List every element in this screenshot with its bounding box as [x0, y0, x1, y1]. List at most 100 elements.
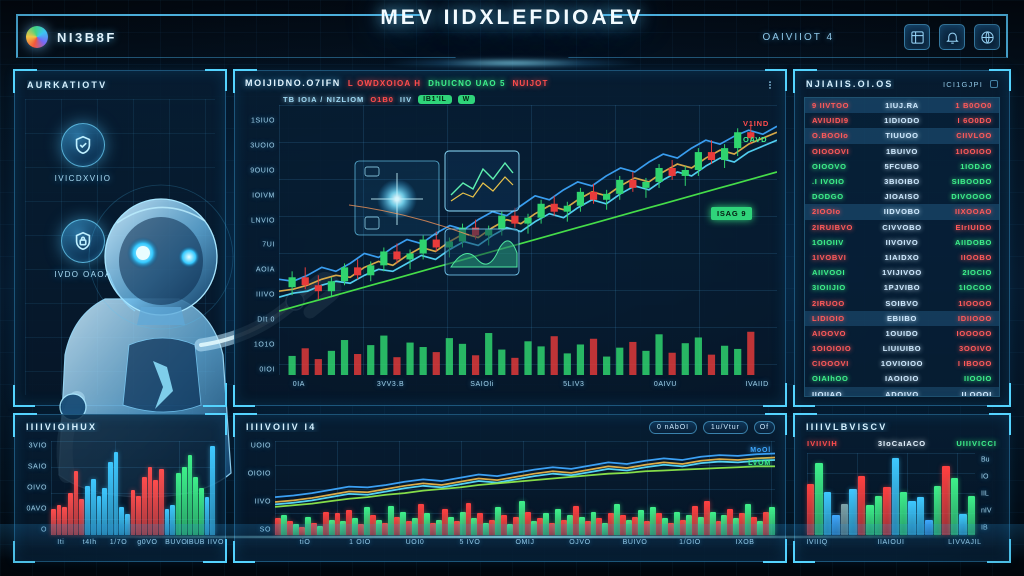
- cell-total: 1IOOOO: [958, 298, 992, 308]
- legend-item: LVOM: [748, 460, 771, 467]
- cell-amount: JIOAISO: [884, 192, 920, 202]
- cell-amount: 3BIOIBO: [884, 177, 920, 187]
- brand[interactable]: NI3B8F: [26, 26, 117, 48]
- table-row[interactable]: 1OIOIIV IIVOIVO AIIDOBO: [805, 234, 999, 250]
- table-row[interactable]: .I IVOIO 3BIOIBO SIBOODO: [805, 173, 999, 190]
- y-tick: UOIO: [250, 442, 271, 450]
- table-row[interactable]: 2IRUOO SOIBVO 1IOOOO: [805, 295, 999, 311]
- subbar-item-2[interactable]: IIV: [399, 95, 413, 104]
- shield-check-icon: [61, 123, 105, 167]
- brand-name: NI3B8F: [57, 29, 117, 45]
- cell-total: I 6O0DO: [957, 116, 992, 126]
- cell-total: IDIIOOO: [957, 313, 992, 323]
- legend-item: MoOl: [750, 447, 771, 454]
- y-tick: IIL: [981, 490, 989, 498]
- bottom-left-plot[interactable]: [51, 441, 215, 535]
- subbar-item-4[interactable]: W: [457, 95, 476, 104]
- cell-price: O.BOOIo: [812, 131, 849, 141]
- sidebar-item-0[interactable]: IVICDXVIIO: [37, 123, 129, 183]
- cell-price: .I IVOIO: [812, 177, 845, 187]
- subbar-item-0[interactable]: TB IOIA / NIZLIOM: [283, 95, 365, 104]
- cell-total: AIIDOBO: [955, 237, 992, 247]
- cell-total: 3OOIVO: [959, 344, 992, 354]
- globe-icon[interactable]: [974, 24, 1000, 50]
- table-row[interactable]: 2IRUIBVO CIVVOBO EIrIUIDO: [805, 219, 999, 235]
- table-row[interactable]: 9 IIVTOO 1IUJ.RA 1 B0OO0: [805, 98, 999, 114]
- table-row[interactable]: IIOIIAO ADOIVO ILOOOI: [805, 386, 999, 397]
- table-row[interactable]: AVIUIDI9 1IDIODO I 6O0DO: [805, 113, 999, 129]
- table-row[interactable]: OIAIhOO IAOIOIO IIOOIO: [805, 371, 999, 387]
- bottom-right-bars: [807, 453, 976, 535]
- table-row[interactable]: CIOOOVI 1OVIOIOO I IBOOO: [805, 356, 999, 372]
- subbar-item-1[interactable]: O1B0: [370, 95, 394, 104]
- square-badge-icon[interactable]: [990, 80, 998, 88]
- cell-amount: 1IAIDXO: [884, 252, 920, 262]
- y-tick: 7UI: [262, 241, 275, 249]
- cell-amount: 1VIJIVOO: [882, 268, 922, 278]
- cell-amount: IIDVOBO: [883, 207, 921, 217]
- sidebar-item-label: IVDO OAOA: [54, 270, 112, 279]
- table-row[interactable]: 2IOOIo IIDVOBO IIXOOAO: [805, 204, 999, 220]
- price-badge: ISAG 9: [711, 207, 753, 220]
- y-tick: IOIVM: [252, 192, 275, 200]
- header-actions: [904, 24, 1000, 50]
- y-tick: 0AVO: [26, 505, 47, 513]
- y-tick: 3VIO: [28, 442, 47, 450]
- table-row[interactable]: OIOOOVI 1BUIVO 1IOOIOO: [805, 143, 999, 159]
- y-tick: IIIVO: [256, 291, 275, 299]
- bc-control-1[interactable]: 1u/Vtur: [702, 421, 748, 434]
- order-book-table[interactable]: 9 IIVTOO 1IUJ.RA 1 B0OO0 AVIUIDI9 1IDIODO I 6…: [804, 97, 1000, 397]
- cell-price: OIOOVO: [812, 161, 847, 171]
- page-title: MEV IIDXLEFDIOAEV: [380, 6, 644, 29]
- cell-amount: ADOIVO: [885, 389, 919, 397]
- y-tick: DIt 0: [257, 316, 275, 324]
- cell-price: 2IRUOO: [812, 298, 845, 308]
- table-row[interactable]: LIDIOIO EBIIBO IDIIOOO: [805, 310, 999, 326]
- grid-chart-icon[interactable]: [904, 24, 930, 50]
- bottom-right-plot[interactable]: [807, 453, 976, 535]
- bottom-center-y-axis: UOIOOIOIOIIVOSO: [237, 441, 273, 535]
- x-tick: IVAIID: [745, 381, 769, 388]
- cell-total: SIBOODO: [951, 177, 992, 187]
- bc-control-0[interactable]: 0 nAbOI: [648, 421, 697, 434]
- main-chart-title: MOIJIDNO.O7IFN: [245, 78, 341, 88]
- table-row[interactable]: DODGO JIOAISO DIVOOOO: [805, 189, 999, 205]
- cell-price: IIOIIAO: [812, 389, 843, 397]
- price-badge: V1IND: [743, 119, 770, 128]
- sidebar-item-1[interactable]: IVDO OAOA: [37, 219, 129, 279]
- floor-glow: [0, 524, 1024, 576]
- subbar-item-3[interactable]: IB1'IL: [418, 95, 452, 104]
- x-tick: SAIOIi: [470, 381, 495, 388]
- bottom-center-lines: [275, 452, 775, 508]
- main-chart-stat-1: DhUICNO UAO 5: [428, 78, 506, 88]
- main-chart-subbar: TB IOIA / NIZLIOM O1B0 IIV IB1'IL W: [283, 95, 476, 104]
- y-tick: 0IOI: [259, 366, 275, 374]
- main-chart-stat-0: L OWDXOIOA H: [347, 78, 422, 88]
- cell-price: AIOOVO: [812, 328, 847, 338]
- alert-bell-icon[interactable]: [939, 24, 965, 50]
- table-row[interactable]: AIIVOOI 1VIJIVOO 2IOCIO: [805, 265, 999, 281]
- cell-total: IOOOOO: [956, 328, 992, 338]
- kebab-menu-icon[interactable]: [765, 80, 775, 90]
- table-row[interactable]: 1OIOIOIO LIUIUIBO 3OOIVO: [805, 341, 999, 357]
- table-row[interactable]: OIOOVO 5FCUBO 1IODJO: [805, 158, 999, 174]
- cell-amount: EBIIBO: [886, 313, 918, 323]
- cell-price: 9 IIVTOO: [812, 101, 850, 111]
- cell-total: 1IOOIOO: [955, 146, 992, 156]
- main-chart-plot[interactable]: V1IND OAVD ISAG 9: [279, 105, 777, 375]
- cell-amount: 1OUIDO: [885, 328, 919, 338]
- table-row[interactable]: 1IVOBVI 1IAIDXO IIOOBO: [805, 249, 999, 266]
- table-row[interactable]: O.BOOIo TIUUOO CIIVLOO: [805, 128, 999, 144]
- cell-price: OIOOOVI: [812, 146, 850, 156]
- table-row[interactable]: AIOOVO 1OUIDO IOOOOO: [805, 325, 999, 341]
- bc-control-2[interactable]: Of: [753, 421, 775, 434]
- cell-price: OIAIhOO: [812, 374, 849, 384]
- bottom-center-plot[interactable]: MoOl LVOM: [275, 441, 776, 535]
- y-tick: IIVO: [254, 498, 271, 506]
- cell-price: DODGO: [812, 192, 844, 202]
- cell-price: LIDIOIO: [812, 313, 845, 323]
- bottom-right-y-axis: BuIOIILnIVIB: [979, 453, 1005, 535]
- cell-amount: LIUIUIBO: [882, 344, 922, 354]
- table-row[interactable]: 3IOIIJIO 1PJVIBO 1IOCOO: [805, 280, 999, 296]
- y-tick: nIV: [981, 507, 992, 515]
